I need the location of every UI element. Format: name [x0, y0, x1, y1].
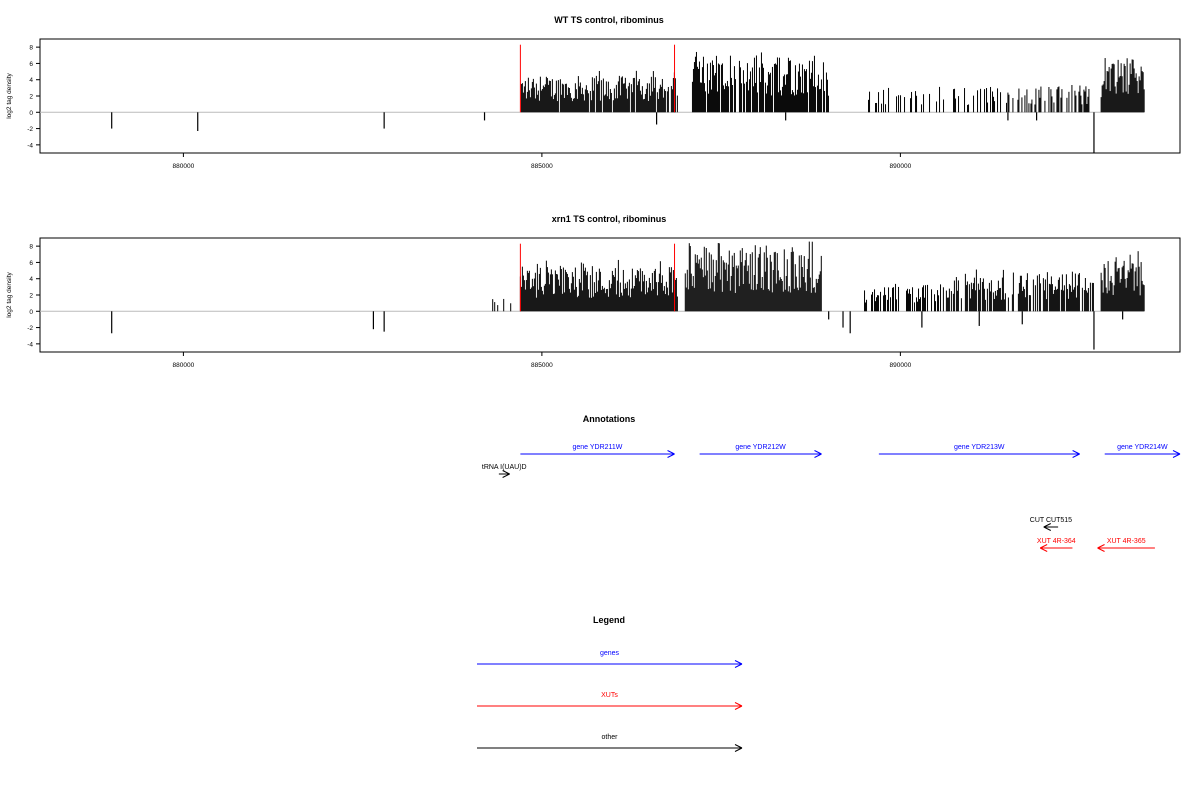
xrn1-ytick-label: -2 [27, 325, 33, 332]
wt-ytick-label: 4 [29, 77, 33, 84]
xrn1-xtick-label: 890000 [890, 362, 912, 369]
wt-y-axis: 8 6 4 2 0 -2 -4 [27, 45, 40, 149]
wt-ytick-label: 0 [29, 110, 33, 117]
legend: Legend genes XUTs other [477, 615, 743, 752]
xrn1-ytick-label: 4 [29, 276, 33, 283]
legend-items: genes XUTs other [477, 650, 743, 752]
annotation-label: XUT 4R-365 [1107, 538, 1146, 545]
xrn1-ytick-label: 8 [29, 244, 33, 251]
annotation-arrow [1043, 523, 1059, 531]
annotation-arrow [1104, 450, 1181, 458]
annotation-arrow [878, 450, 1080, 458]
wt-ytick-label: -2 [27, 126, 33, 133]
annotation-label: gene YDR214W [1117, 444, 1168, 451]
wt-panel: WT TS control, ribominus log2 tag densit… [6, 15, 1181, 170]
wt-ylabel: log2 tag density [6, 72, 13, 118]
xrn1-panel-title: xrn1 TS control, ribominus [552, 214, 667, 224]
wt-markers [519, 44, 676, 113]
annotation-arrow [498, 470, 510, 478]
xrn1-y-axis: 8 6 4 2 0 -2 -4 [27, 244, 40, 348]
annotation-arrow [1039, 544, 1073, 552]
wt-ytick-label: -4 [27, 142, 33, 149]
annotation-label: CUT CUT515 [1030, 517, 1072, 524]
annotations-track: Annotations gene YDR211W gene YDR212W gene… [482, 414, 1181, 552]
annotation-arrow [1097, 544, 1155, 552]
annotations-title: Annotations [583, 414, 636, 424]
annotation-arrow [520, 450, 675, 458]
wt-ytick-label: 2 [29, 94, 33, 101]
wt-xtick-label: 890000 [890, 163, 912, 170]
wt-panel-title: WT TS control, ribominus [554, 15, 664, 25]
annotation-label: gene YDR212W [735, 444, 786, 451]
annotation-label: gene YDR211W [572, 444, 622, 451]
legend-arrow [477, 660, 743, 668]
wt-ytick-label: 8 [29, 45, 33, 52]
wt-bars [40, 51, 1145, 153]
annotation-arrow [699, 450, 822, 458]
xrn1-bars [40, 241, 1145, 350]
legend-label: other [602, 734, 619, 741]
legend-title: Legend [593, 615, 625, 625]
xrn1-ytick-label: 0 [29, 309, 33, 316]
annotation-features: gene YDR211W gene YDR212W gene YDR213W gene… [482, 444, 1181, 552]
wt-ytick-label: 6 [29, 61, 33, 68]
xrn1-xtick-label: 885000 [531, 362, 553, 369]
xrn1-ylabel: log2 tag density [6, 271, 13, 317]
xrn1-ytick-label: 2 [29, 293, 33, 300]
legend-label: genes [600, 650, 620, 657]
xrn1-ytick-label: -4 [27, 341, 33, 348]
xrn1-panel: xrn1 TS control, ribominus log2 tag dens… [6, 214, 1181, 369]
legend-arrow [477, 702, 743, 710]
wt-xtick-label: 885000 [531, 163, 553, 170]
xrn1-x-axis: 880000 885000 890000 [173, 352, 912, 369]
wt-xtick-label: 880000 [173, 163, 195, 170]
annotation-label: XUT 4R-364 [1037, 538, 1076, 545]
legend-arrow [477, 744, 743, 752]
annotation-label: tRNA I(UAU)D [482, 464, 527, 471]
wt-x-axis: 880000 885000 890000 [173, 153, 912, 170]
xrn1-markers [519, 243, 676, 312]
annotation-label: gene YDR213W [954, 444, 1005, 451]
legend-label: XUTs [601, 692, 618, 699]
xrn1-xtick-label: 880000 [173, 362, 195, 369]
xrn1-ytick-label: 6 [29, 260, 33, 267]
